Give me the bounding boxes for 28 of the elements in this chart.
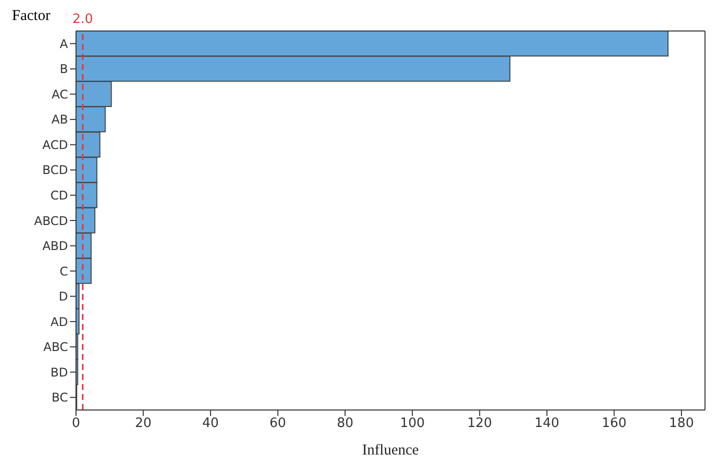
x-tick-label: 160 (602, 416, 627, 432)
x-tick-label: 100 (400, 416, 425, 432)
y-tick-label: BC (52, 390, 68, 405)
y-tick-label: AC (52, 87, 68, 102)
x-tick-label: 80 (336, 416, 354, 432)
y-tick-label: AB (52, 112, 68, 127)
x-tick-label: 40 (202, 416, 219, 432)
y-tick-label: AD (50, 314, 68, 329)
y-tick-label: BD (50, 365, 68, 380)
y-axis-title: Factor (12, 8, 50, 25)
x-tick-label: 120 (467, 416, 492, 432)
y-tick-label: ABD (42, 239, 68, 254)
ref-line-label: 2.0 (72, 12, 94, 27)
y-tick-label: A (60, 36, 69, 51)
x-tick-label: 0 (72, 416, 80, 432)
y-tick-label: D (58, 290, 68, 304)
x-tick-label: 60 (270, 416, 286, 432)
y-tick-label: ACD (42, 138, 68, 152)
y-tick-label: BCD (42, 163, 68, 178)
y-tick-label: B (60, 62, 68, 76)
y-tick-label: CD (50, 188, 68, 202)
y-tick-label: ABCD (34, 214, 68, 228)
x-tick-label: 140 (534, 416, 560, 432)
x-axis-title: Influence (362, 442, 420, 459)
x-tick-label: 180 (669, 416, 694, 432)
y-tick-label: C (60, 264, 68, 278)
y-tick-label: ABC (43, 340, 68, 354)
x-tick-label: 20 (135, 416, 152, 432)
